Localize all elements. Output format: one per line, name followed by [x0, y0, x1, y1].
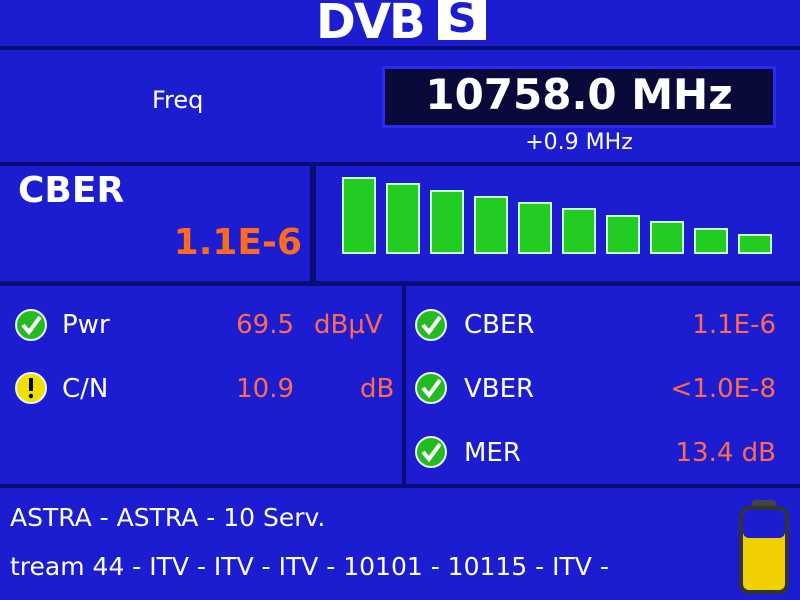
measure-label: MER [464, 438, 521, 468]
battery-icon [739, 500, 789, 594]
signal-bars [342, 177, 772, 254]
measure-label: Pwr [62, 310, 110, 340]
signal-bar [738, 234, 772, 254]
footer-line: tream 44 - ITV - ITV - ITV - 10101 - 101… [10, 552, 609, 581]
measure-label: C/N [62, 374, 109, 404]
measure-value: 1.1E-6 [692, 310, 776, 340]
measure-unit: dB [360, 374, 395, 404]
measure-unit: dBµV [314, 310, 383, 340]
warning-icon [15, 372, 47, 404]
cber-value: 1.1E-6 [173, 222, 302, 263]
footer-line: ASTRA - ASTRA - 10 Serv. [10, 503, 326, 532]
measure-right-panel [406, 286, 800, 484]
measure-label: VBER [464, 374, 535, 404]
signal-bar [694, 228, 728, 254]
signal-bar [474, 196, 508, 254]
logo-badge: S [438, 0, 486, 40]
ok-icon [415, 436, 447, 468]
ok-icon [15, 309, 47, 341]
signal-bar [562, 208, 596, 254]
signal-bar [606, 215, 640, 254]
signal-bar [650, 221, 684, 254]
frequency-label: Freq [152, 86, 204, 114]
ok-icon [415, 372, 447, 404]
cber-panel [0, 166, 310, 281]
measure-value: 69.5 [236, 310, 294, 340]
signal-bar [342, 177, 376, 254]
measure-value: <1.0E-8 [670, 374, 777, 404]
frequency-box [382, 66, 776, 128]
footer-panel [0, 488, 800, 600]
signal-bar [518, 202, 552, 254]
cber-label: CBER [18, 170, 125, 211]
signal-bar [386, 183, 420, 254]
measure-value: 10.9 [236, 374, 294, 404]
measure-label: CBER [464, 310, 535, 340]
frequency-value: 10758.0 MHz [425, 70, 733, 119]
ok-icon [415, 309, 447, 341]
header-panel [0, 0, 800, 46]
measure-left-panel [0, 286, 402, 484]
measure-value: 13.4 dB [675, 438, 777, 468]
logo: DVB [316, 0, 426, 50]
signal-bar [430, 190, 464, 254]
frequency-offset: +0.9 MHz [525, 130, 633, 155]
